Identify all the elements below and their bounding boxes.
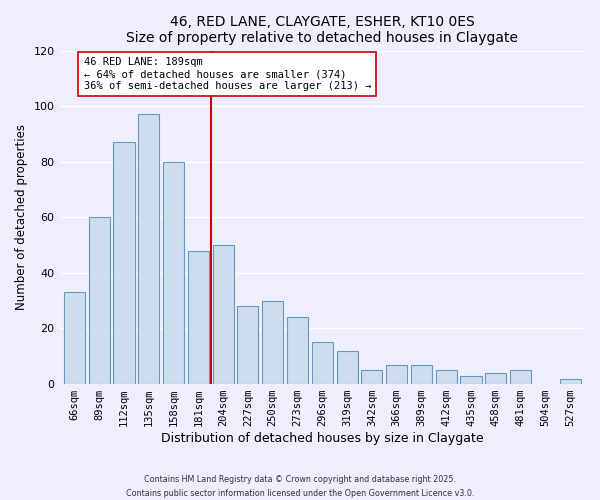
Bar xyxy=(411,364,432,384)
Bar xyxy=(312,342,333,384)
Bar xyxy=(287,318,308,384)
Bar xyxy=(188,250,209,384)
Bar xyxy=(89,218,110,384)
Text: 46 RED LANE: 189sqm
← 64% of detached houses are smaller (374)
36% of semi-detac: 46 RED LANE: 189sqm ← 64% of detached ho… xyxy=(83,58,371,90)
Bar xyxy=(510,370,531,384)
Bar xyxy=(262,300,283,384)
X-axis label: Distribution of detached houses by size in Claygate: Distribution of detached houses by size … xyxy=(161,432,484,445)
Bar xyxy=(460,376,482,384)
Bar xyxy=(337,350,358,384)
Bar xyxy=(361,370,382,384)
Bar xyxy=(485,373,506,384)
Bar xyxy=(138,114,160,384)
Title: 46, RED LANE, CLAYGATE, ESHER, KT10 0ES
Size of property relative to detached ho: 46, RED LANE, CLAYGATE, ESHER, KT10 0ES … xyxy=(126,15,518,45)
Bar xyxy=(436,370,457,384)
Text: Contains HM Land Registry data © Crown copyright and database right 2025.
Contai: Contains HM Land Registry data © Crown c… xyxy=(126,476,474,498)
Bar xyxy=(560,378,581,384)
Y-axis label: Number of detached properties: Number of detached properties xyxy=(15,124,28,310)
Bar xyxy=(212,245,233,384)
Bar xyxy=(64,292,85,384)
Bar xyxy=(238,306,259,384)
Bar xyxy=(113,142,134,384)
Bar xyxy=(386,364,407,384)
Bar xyxy=(163,162,184,384)
